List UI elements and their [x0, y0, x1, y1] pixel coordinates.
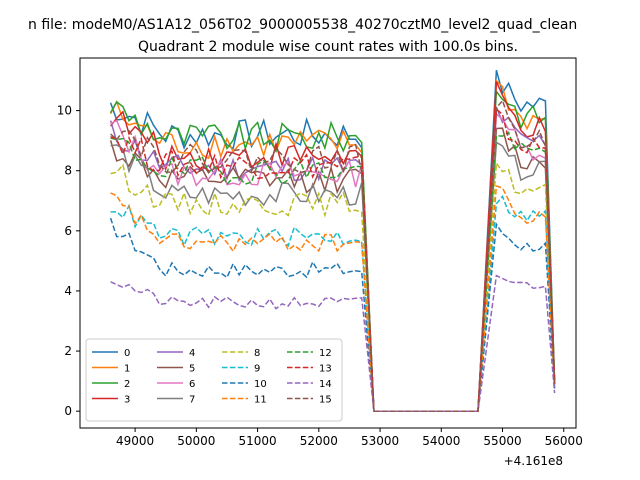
y-tick-label: 8	[64, 164, 72, 178]
y-tick-label: 2	[64, 344, 72, 358]
series-line-13	[110, 107, 556, 412]
series-layer	[109, 70, 556, 412]
legend-label-15: 15	[319, 395, 332, 406]
legend-label-11: 11	[254, 395, 267, 406]
legend-frame	[85, 338, 343, 422]
x-offset-label: +4.161e8	[504, 454, 563, 468]
series-line-15	[110, 99, 556, 412]
y-tick-label: 0	[64, 404, 72, 418]
legend-label-8: 8	[254, 348, 260, 359]
x-tick-label: 56000	[545, 434, 583, 448]
y-axis: 0 2 4 6 8 10	[57, 104, 80, 418]
legend-label-3: 3	[124, 395, 130, 406]
legend-label-9: 9	[254, 364, 260, 375]
x-tick-label: 55000	[483, 434, 521, 448]
legend-label-5: 5	[189, 364, 195, 375]
legend-label-10: 10	[254, 379, 267, 390]
y-tick-label: 6	[64, 224, 72, 238]
x-tick-label: 49000	[116, 434, 154, 448]
x-tick-label: 51000	[238, 434, 276, 448]
legend-label-2: 2	[124, 379, 130, 390]
legend-label-0: 0	[124, 348, 130, 359]
legend-label-6: 6	[189, 379, 195, 390]
y-tick-label: 4	[64, 284, 72, 298]
legend-label-14: 14	[319, 379, 332, 390]
x-tick-label: 53000	[361, 434, 399, 448]
legend-label-4: 4	[189, 348, 195, 359]
legend-label-13: 13	[319, 364, 332, 375]
series-line-14	[110, 274, 556, 412]
figure-suptitle: n file: modeM0/AS1A12_056T02_9000005538_…	[28, 17, 577, 33]
legend-label-1: 1	[124, 364, 130, 375]
chart-title: Quadrant 2 module wise count rates with …	[138, 39, 518, 55]
x-tick-label: 54000	[422, 434, 460, 448]
y-tick-label: 10	[57, 104, 72, 118]
axes-frame	[79, 57, 577, 429]
plot-area	[109, 70, 556, 412]
x-tick-label: 52000	[300, 434, 338, 448]
legend-label-12: 12	[319, 348, 332, 359]
x-tick-label: 50000	[177, 434, 215, 448]
legend-label-7: 7	[189, 395, 195, 406]
x-axis: 49000 50000 51000 52000 53000 54000 55000 56000	[116, 428, 583, 448]
